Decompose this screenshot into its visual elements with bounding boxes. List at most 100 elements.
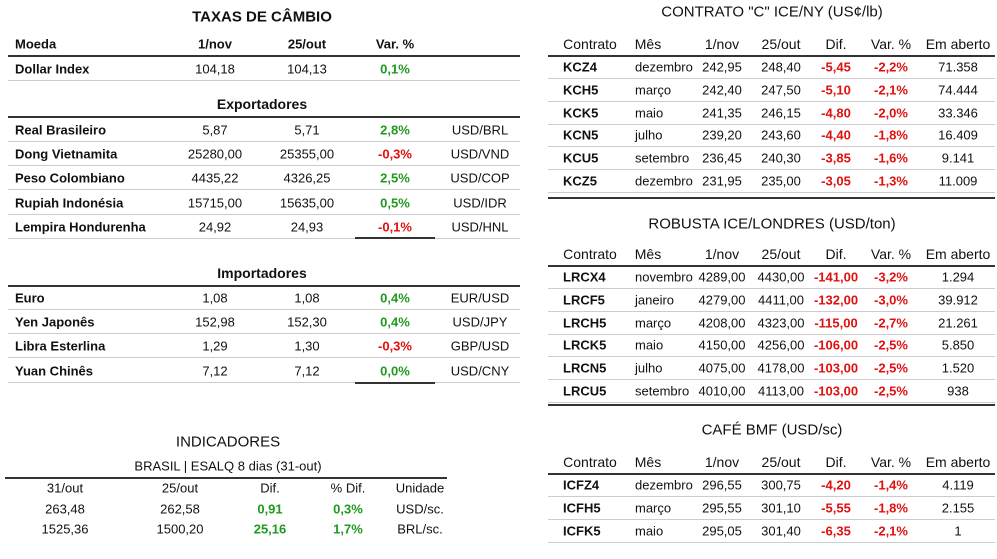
- cell: 152,30: [287, 314, 327, 330]
- cell: 236,45: [702, 150, 742, 166]
- cell: -0,3%: [378, 146, 412, 162]
- row-label: Dollar Index: [15, 61, 90, 77]
- cell: 15715,00: [187, 195, 243, 211]
- column-header: 25/out: [287, 36, 327, 52]
- rule: [548, 379, 995, 381]
- row-label: LRCX4: [563, 269, 606, 285]
- cell: julho: [635, 360, 663, 376]
- rule: [548, 402, 995, 403]
- column-header: Moeda: [15, 36, 57, 52]
- cell: -4,40: [821, 127, 851, 143]
- rule: [8, 189, 520, 191]
- cell: 1500,20: [156, 521, 204, 537]
- row-label: Euro: [15, 290, 45, 306]
- cell: 242,95: [702, 59, 742, 75]
- cell: 2,8%: [380, 122, 410, 138]
- cell: USD/COP: [450, 170, 510, 186]
- cell: 263,48: [45, 501, 85, 517]
- cell: -132,00: [813, 292, 859, 308]
- cell: -0,3%: [378, 338, 412, 354]
- cell: -4,80: [821, 105, 851, 121]
- rule: [355, 237, 435, 239]
- cell: -0,1%: [378, 219, 412, 235]
- cell: dezembro: [635, 59, 693, 75]
- cell: 7,12: [202, 363, 228, 379]
- column-header: Em aberto: [925, 36, 991, 52]
- cell: 2,5%: [380, 170, 410, 186]
- column-header: Var. %: [870, 454, 912, 470]
- cell: novembro: [635, 269, 693, 285]
- cell: 0,0%: [380, 363, 410, 379]
- cell: 4113,00: [757, 383, 805, 399]
- cell: 1: [954, 523, 962, 539]
- rule: [548, 356, 995, 358]
- cell: 0,91: [257, 501, 283, 517]
- cell: setembro: [635, 150, 690, 166]
- cell: 104,18: [195, 61, 235, 77]
- cell: 4208,00: [698, 315, 746, 331]
- cell: -6,35: [821, 523, 851, 539]
- cell: 4279,00: [698, 292, 746, 308]
- cell: 241,35: [702, 105, 742, 121]
- cell: -2,5%: [874, 360, 908, 376]
- cell: USD/HNL: [451, 219, 509, 235]
- cell: -2,1%: [874, 82, 908, 98]
- column-header: Dif.: [825, 36, 847, 52]
- row-label: KCZ4: [563, 59, 597, 75]
- row-label: ICFH5: [563, 500, 601, 516]
- cell: maio: [635, 523, 664, 539]
- cell: 7,12: [294, 363, 320, 379]
- cell: GBP/USD: [450, 338, 510, 354]
- row-label: Peso Colombiano: [15, 170, 125, 186]
- cell: 1.294: [941, 269, 975, 285]
- row-label: KCU5: [563, 150, 599, 166]
- cell: 4178,00: [757, 360, 805, 376]
- cell: 938: [947, 383, 969, 399]
- column-header: Em aberto: [925, 246, 991, 262]
- cell: 0,4%: [380, 314, 410, 330]
- section-title: TAXAS DE CÂMBIO: [192, 8, 332, 26]
- cell: julho: [635, 127, 663, 143]
- cell: 1,08: [202, 290, 228, 306]
- cell: 25280,00: [187, 146, 243, 162]
- column-header: Mês: [634, 454, 662, 470]
- row-label: KCK5: [563, 105, 599, 121]
- cell: 4435,22: [191, 170, 239, 186]
- cell: 9.141: [941, 150, 975, 166]
- rule: [548, 288, 995, 289]
- cell: 4010,00: [698, 383, 746, 399]
- row-label: KCH5: [563, 82, 599, 98]
- cell: 235,00: [761, 173, 801, 189]
- cell: 4323,00: [757, 315, 805, 331]
- cell: EUR/USD: [450, 290, 510, 306]
- cell: 152,98: [195, 314, 235, 330]
- row-label: LRCF5: [563, 292, 605, 308]
- cell: 21.261: [938, 315, 978, 331]
- cell: 39.912: [938, 292, 978, 308]
- cell: dezembro: [635, 477, 693, 493]
- section-title: CONTRATO "C" ICE/NY (US¢/lb): [661, 3, 883, 21]
- column-header: Contrato: [563, 454, 617, 470]
- section-title: CAFÉ BMF (USD/sc): [701, 421, 843, 439]
- row-label: LRCN5: [563, 360, 607, 376]
- cell: -1,6%: [874, 150, 908, 166]
- column-header: Dif.: [260, 480, 280, 496]
- cell: -106,00: [813, 337, 859, 353]
- cell: 262,58: [160, 501, 200, 517]
- cell: -3,0%: [874, 292, 908, 308]
- column-header: 31/out: [46, 480, 84, 496]
- cell: 4411,00: [757, 292, 805, 308]
- cell: 4150,00: [698, 337, 746, 353]
- cell: dezembro: [635, 173, 693, 189]
- row-label: Libra Esterlina: [15, 338, 106, 354]
- column-header: 25/out: [761, 36, 801, 52]
- cell: 242,40: [702, 82, 742, 98]
- cell: 1525,36: [41, 521, 89, 537]
- column-header: 25/out: [761, 246, 801, 262]
- cell: -2,5%: [874, 383, 908, 399]
- column-header: Mês: [634, 246, 662, 262]
- rule: [5, 477, 447, 479]
- column-header: 25/out: [761, 454, 801, 470]
- cell: -1,4%: [874, 477, 908, 493]
- cell: 295,55: [702, 500, 742, 516]
